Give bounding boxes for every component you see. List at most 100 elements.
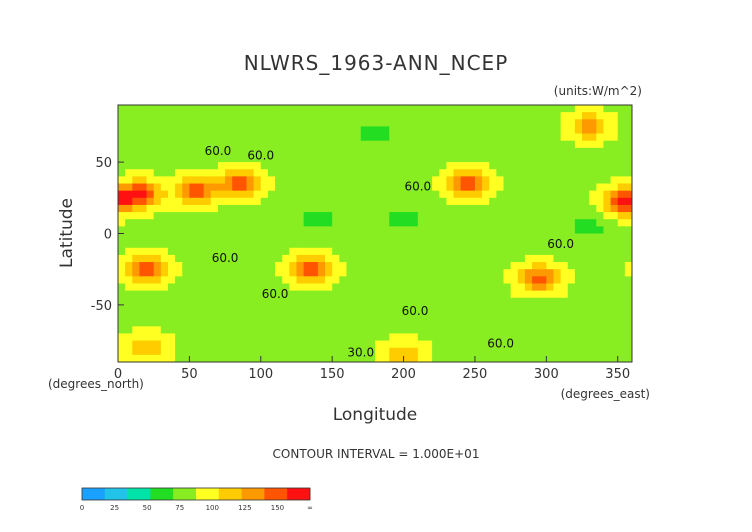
field-cell: [196, 304, 205, 313]
field-cell: [203, 204, 212, 213]
field-cell: [118, 347, 126, 356]
field-cell: [610, 226, 619, 234]
field-cell: [175, 212, 183, 220]
field-cell: [375, 319, 383, 327]
field-cell: [203, 105, 212, 113]
field-cell: [225, 197, 233, 206]
field-cell: [310, 269, 319, 277]
field-cell: [574, 262, 583, 270]
field-cell: [410, 126, 419, 134]
field-cell: [267, 276, 276, 284]
field-cell: [517, 333, 526, 341]
field-cell: [510, 290, 519, 299]
field-cell: [232, 247, 240, 256]
field-cell: [153, 312, 162, 320]
field-cell: [217, 276, 226, 284]
field-cell: [496, 269, 504, 277]
field-cell: [539, 290, 547, 299]
contour-interval-note: CONTOUR INTERVAL = 1.000E+01: [273, 447, 480, 461]
field-cell: [296, 276, 305, 284]
field-cell: [524, 269, 533, 277]
field-cell: [225, 247, 233, 256]
field-cell: [203, 304, 212, 313]
field-cell: [217, 333, 226, 341]
field-cell: [303, 147, 312, 156]
field-cell: [524, 340, 533, 349]
field-cell: [596, 347, 604, 356]
field-cell: [296, 347, 305, 356]
field-cell: [332, 276, 340, 284]
field-cell: [239, 333, 247, 341]
field-cell: [589, 269, 597, 277]
field-cell: [217, 254, 226, 263]
field-cell: [603, 290, 611, 299]
field-cell: [553, 283, 562, 292]
field-cell: [553, 105, 562, 113]
field-cell: [474, 269, 483, 277]
y-tick-label: 50: [95, 156, 112, 171]
field-cell: [467, 276, 476, 284]
field-cell: [232, 183, 240, 192]
field-cell: [417, 183, 426, 192]
field-cell: [567, 212, 576, 220]
field-cell: [153, 147, 162, 156]
field-cell: [596, 147, 604, 156]
field-cell: [232, 204, 240, 213]
field-cell: [489, 262, 497, 270]
field-cell: [139, 333, 147, 341]
field-cell: [560, 254, 569, 263]
field-cell: [596, 354, 604, 363]
field-cell: [217, 326, 226, 334]
field-cell: [610, 119, 619, 127]
field-cell: [303, 112, 312, 120]
field-cell: [560, 133, 569, 142]
field-cell: [346, 276, 354, 284]
field-cell: [375, 326, 383, 334]
field-cell: [167, 119, 176, 127]
field-cell: [603, 262, 611, 270]
field-cell: [410, 340, 419, 349]
field-cell: [603, 312, 611, 320]
field-cell: [532, 133, 540, 142]
field-cell: [582, 354, 590, 363]
field-cell: [196, 340, 205, 349]
field-cell: [125, 183, 133, 192]
field-cell: [503, 226, 512, 234]
field-cell: [382, 340, 390, 349]
field-cell: [246, 190, 255, 199]
field-cell: [246, 269, 255, 277]
field-cell: [175, 326, 183, 334]
field-cell: [153, 204, 162, 213]
field-cell: [375, 219, 383, 227]
field-cell: [610, 333, 619, 341]
field-cell: [439, 297, 447, 306]
field-cell: [146, 226, 155, 234]
field-cell: [182, 212, 190, 220]
field-cell: [603, 247, 611, 256]
field-cell: [496, 154, 504, 163]
field-cell: [439, 347, 447, 356]
field-cell: [603, 240, 611, 249]
field-cell: [432, 290, 440, 299]
field-cell: [217, 204, 226, 213]
field-cell: [453, 304, 462, 313]
field-cell: [546, 183, 554, 192]
field-cell: [410, 133, 419, 142]
field-cell: [217, 126, 226, 134]
field-cell: [553, 340, 562, 349]
field-cell: [446, 197, 454, 206]
field-cell: [225, 290, 233, 299]
field-cell: [203, 147, 212, 156]
field-cell: [303, 133, 312, 142]
field-cell: [517, 147, 526, 156]
field-cell: [367, 147, 376, 156]
field-cell: [424, 154, 433, 163]
field-cell: [332, 290, 340, 299]
field-cell: [582, 212, 590, 220]
field-cell: [175, 262, 183, 270]
field-cell: [389, 254, 397, 263]
field-cell: [467, 176, 476, 184]
field-cell: [553, 162, 562, 170]
field-cell: [517, 347, 526, 356]
field-cell: [403, 354, 412, 363]
